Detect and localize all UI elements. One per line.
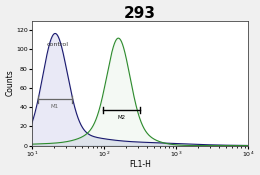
- X-axis label: FL1-H: FL1-H: [129, 160, 151, 169]
- Title: 293: 293: [124, 6, 156, 20]
- Text: M1: M1: [50, 104, 59, 109]
- Y-axis label: Counts: Counts: [5, 70, 15, 96]
- Text: M2: M2: [117, 115, 125, 120]
- Text: control: control: [46, 42, 68, 47]
